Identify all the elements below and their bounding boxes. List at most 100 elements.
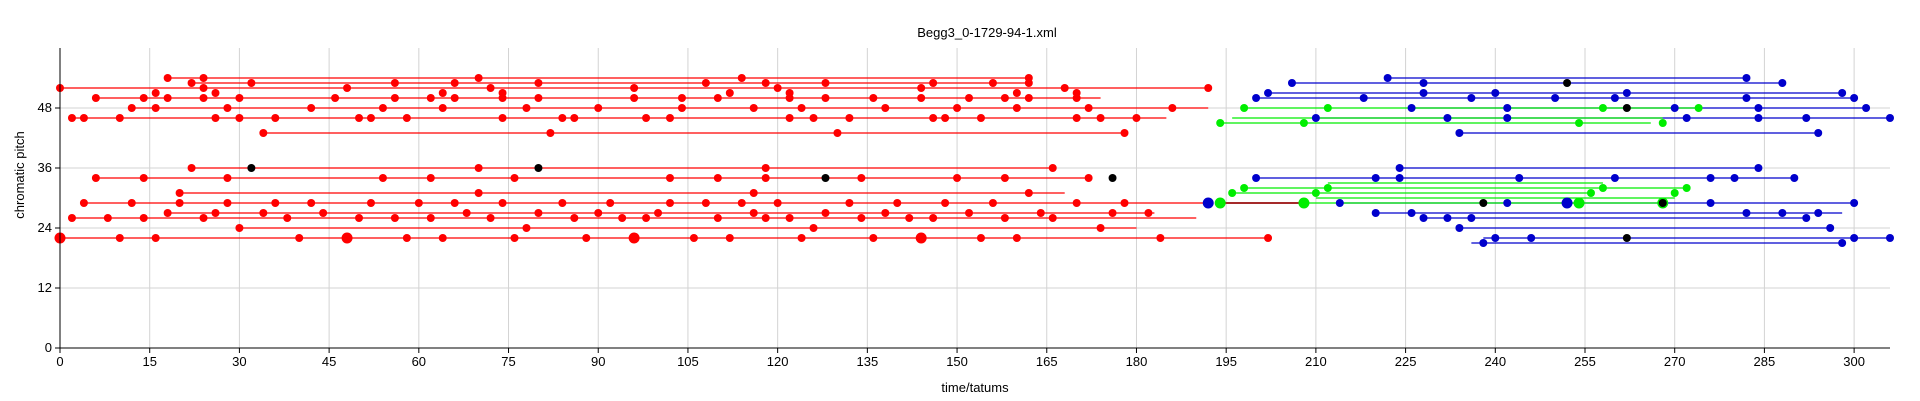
note-point-red [462,209,471,217]
note-point-red [785,114,794,122]
note-point-red [223,199,232,207]
note-point-red [725,89,734,97]
note-point-red [426,214,435,222]
note-point-blue [1443,214,1452,222]
note-point-red [450,199,459,207]
note-point-red [845,114,854,122]
note-point-red [1072,199,1081,207]
note-point-red [79,114,88,122]
note-point-red [486,214,495,222]
note-point-red [522,104,531,112]
note-point-red [821,94,830,102]
note-point-red [941,114,950,122]
note-point-blue [1407,209,1416,217]
note-point-blue [1491,234,1500,242]
note-point-red [749,104,758,112]
note-point-red [211,209,220,217]
note-point-blue [1850,94,1859,102]
note-point-red [570,114,579,122]
note-point-blue [1826,224,1835,232]
note-point-red [307,104,316,112]
note-point-blue [1754,164,1763,172]
note-point-red [1156,234,1165,242]
x-tick-label: 240 [1484,354,1506,369]
note-point-red [713,94,722,102]
note-point-red [151,104,160,112]
note-point-blue [1455,129,1464,137]
note-point-red [259,129,268,137]
note-point-red [929,79,938,87]
note-point-green [1598,104,1607,112]
note-point-red [522,224,531,232]
note-point-red [630,84,639,92]
note-point-red [163,209,172,217]
note-point-red [1024,189,1033,197]
note-point-black [1479,199,1488,207]
note-point-red [378,174,387,182]
x-tick-label: 210 [1305,354,1327,369]
note-point-blue [1419,89,1428,97]
note-point-blue [1778,79,1787,87]
x-tick-label: 0 [56,354,63,369]
note-point-blue [1455,224,1464,232]
x-tick-label: 90 [591,354,605,369]
note-point-blue [1407,104,1416,112]
note-point-green [1323,104,1332,112]
note-point-red [175,189,184,197]
note-point-red [929,114,938,122]
note-point-red [953,104,962,112]
note-point-red [1000,174,1009,182]
note-point-red [127,199,136,207]
note-point-blue [1850,234,1859,242]
note-point-red [917,84,926,92]
note-point-red [510,174,519,182]
note-point-blue [1561,197,1573,209]
note-point-red [666,174,674,182]
note-point-red [534,94,543,102]
note-point-blue [1419,214,1428,222]
note-point-red [355,114,364,122]
note-point-blue [1252,174,1261,182]
note-point-red [175,199,184,207]
note-point-red [1024,94,1033,102]
note-point-red [235,224,244,232]
note-point-red [474,74,483,82]
note-point-red [235,114,244,122]
note-point-red [857,214,866,222]
note-point-red [235,94,244,102]
note-point-red [809,224,818,232]
note-point-blue [1838,239,1847,247]
note-point-blue [1790,174,1799,182]
note-point-red [283,214,292,222]
note-point-blue [1443,114,1452,122]
note-point-red [510,234,519,242]
note-point-red [223,104,232,112]
note-point-red [677,104,686,112]
x-tick-label: 165 [1036,354,1058,369]
note-point-red [91,174,100,182]
note-point-green [1575,119,1584,127]
note-point-green [1658,119,1667,127]
note-point-red [1108,209,1117,217]
note-point-red [79,199,88,207]
note-point-red [677,94,686,102]
note-point-red [534,79,543,87]
note-point-red [701,199,710,207]
note-point-blue [1814,129,1823,137]
note-point-red [390,214,399,222]
note-point-black [534,164,543,172]
x-tick-label: 105 [677,354,699,369]
note-point-green [1298,197,1310,209]
note-point-red [821,209,830,217]
note-point-red [929,214,938,222]
x-axis-label: time/tatums [941,380,1009,395]
note-point-black [1563,79,1572,87]
note-point-red [67,114,76,122]
note-point-red [355,214,364,222]
note-point-red [163,74,172,82]
note-point-red [390,79,399,87]
note-point-red [1120,129,1129,137]
note-point-red [761,214,770,222]
note-point-red [366,114,375,122]
x-tick-label: 120 [767,354,789,369]
